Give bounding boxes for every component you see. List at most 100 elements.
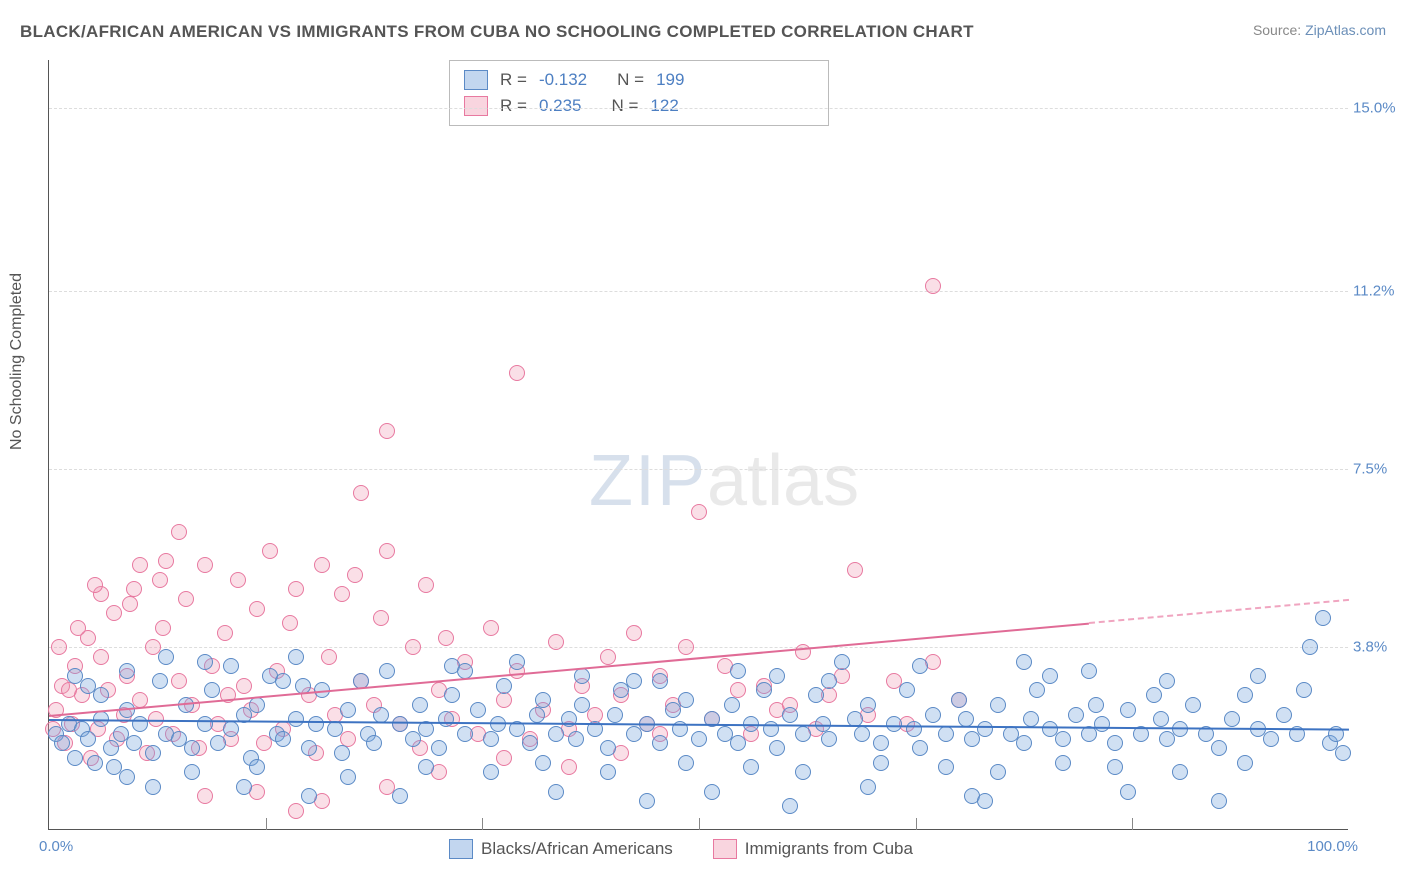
data-point [795, 764, 811, 780]
data-point [769, 740, 785, 756]
data-point [470, 702, 486, 718]
legend-item-pink: Immigrants from Cuba [713, 839, 913, 859]
data-point [860, 779, 876, 795]
data-point [236, 678, 252, 694]
data-point [1120, 784, 1136, 800]
data-point [171, 673, 187, 689]
data-point [483, 764, 499, 780]
data-point [145, 745, 161, 761]
data-point [854, 726, 870, 742]
data-point [87, 755, 103, 771]
data-point [340, 702, 356, 718]
data-point [282, 615, 298, 631]
data-point [678, 639, 694, 655]
data-point [301, 788, 317, 804]
y-tick-label: 3.8% [1353, 639, 1406, 656]
legend-row-blue: R = -0.132 N = 199 [464, 67, 814, 93]
data-point [704, 784, 720, 800]
data-point [1042, 668, 1058, 684]
data-point [1250, 668, 1266, 684]
data-point [230, 572, 246, 588]
data-point [275, 673, 291, 689]
data-point [1055, 755, 1071, 771]
data-point [782, 707, 798, 723]
data-point [1094, 716, 1110, 732]
data-point [795, 644, 811, 660]
data-point [496, 692, 512, 708]
data-point [509, 365, 525, 381]
data-point [373, 610, 389, 626]
data-point [808, 687, 824, 703]
data-point [795, 726, 811, 742]
data-point [223, 658, 239, 674]
data-point [821, 731, 837, 747]
data-point [103, 740, 119, 756]
data-point [834, 654, 850, 670]
r-label: R = [500, 96, 527, 116]
data-point [561, 711, 577, 727]
data-point [184, 740, 200, 756]
data-point [438, 711, 454, 727]
data-point [483, 620, 499, 636]
data-point [51, 639, 67, 655]
data-point [483, 731, 499, 747]
data-point [353, 485, 369, 501]
watermark: ZIPatlas [589, 440, 859, 522]
data-point [334, 586, 350, 602]
data-point [548, 726, 564, 742]
data-point [67, 668, 83, 684]
data-point [860, 697, 876, 713]
data-point [730, 663, 746, 679]
data-point [418, 577, 434, 593]
legend-swatch-blue [464, 70, 488, 90]
data-point [561, 759, 577, 775]
data-point [1335, 745, 1351, 761]
n-label: N = [611, 96, 638, 116]
data-point [288, 649, 304, 665]
data-point [652, 735, 668, 751]
source-link[interactable]: ZipAtlas.com [1305, 22, 1386, 38]
y-tick-label: 15.0% [1353, 100, 1406, 117]
gridline-v [1132, 818, 1133, 830]
data-point [1088, 697, 1104, 713]
gridline-h [49, 291, 1348, 292]
data-point [288, 803, 304, 819]
data-point [990, 764, 1006, 780]
data-point [171, 524, 187, 540]
data-point [496, 678, 512, 694]
gridline-h [49, 469, 1348, 470]
gridline-v [916, 818, 917, 830]
data-point [379, 663, 395, 679]
gridline-h [49, 108, 1348, 109]
data-point [847, 562, 863, 578]
data-point [1068, 707, 1084, 723]
data-point [1081, 663, 1097, 679]
data-point [1016, 654, 1032, 670]
regression-line [1089, 599, 1349, 624]
data-point [1107, 759, 1123, 775]
data-point [730, 735, 746, 751]
gridline-v [699, 818, 700, 830]
data-point [1211, 793, 1227, 809]
watermark-atlas: atlas [707, 441, 859, 521]
data-point [639, 793, 655, 809]
data-point [444, 687, 460, 703]
data-point [379, 423, 395, 439]
watermark-zip: ZIP [589, 441, 707, 521]
data-point [1055, 731, 1071, 747]
data-point [405, 639, 421, 655]
data-point [691, 731, 707, 747]
gridline-v [266, 818, 267, 830]
data-point [288, 581, 304, 597]
data-point [529, 707, 545, 723]
data-point [418, 759, 434, 775]
data-point [431, 740, 447, 756]
gridline-v [482, 818, 483, 830]
data-point [873, 735, 889, 751]
correlation-legend: R = -0.132 N = 199 R = 0.235 N = 122 [449, 60, 829, 126]
data-point [574, 668, 590, 684]
chart-title: BLACK/AFRICAN AMERICAN VS IMMIGRANTS FRO… [20, 22, 974, 42]
data-point [607, 707, 623, 723]
data-point [106, 605, 122, 621]
data-point [1107, 735, 1123, 751]
